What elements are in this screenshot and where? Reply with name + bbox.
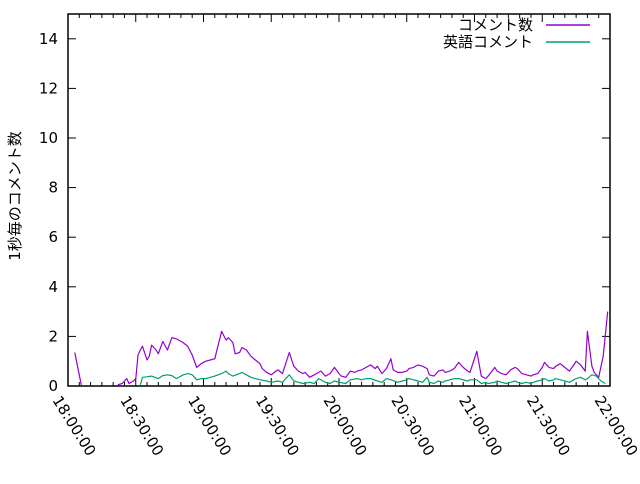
y-tick-label: 4 (48, 278, 58, 296)
y-tick-label: 14 (39, 30, 58, 48)
y-axis-title: 1秒毎のコメント数 (6, 131, 24, 261)
series-line-comments (74, 352, 83, 387)
legend-label: 英語コメント (443, 33, 533, 51)
y-tick-label: 12 (39, 79, 58, 97)
series-line-comments (117, 311, 609, 386)
y-tick-label: 2 (48, 327, 58, 345)
series-line-english-comments (139, 370, 606, 385)
y-tick-label: 8 (48, 179, 58, 197)
legend-label: コメント数 (458, 16, 533, 34)
y-tick-label: 6 (48, 228, 58, 246)
y-tick-label: 0 (48, 377, 58, 395)
y-tick-label: 10 (39, 129, 58, 147)
plot-border (67, 13, 611, 387)
